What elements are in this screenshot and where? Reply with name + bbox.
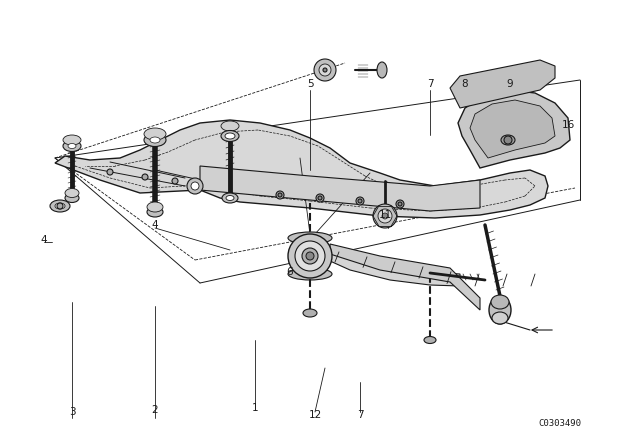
Circle shape: [276, 191, 284, 199]
Ellipse shape: [147, 207, 163, 217]
Text: 7: 7: [356, 410, 364, 420]
Ellipse shape: [144, 134, 166, 146]
Polygon shape: [450, 60, 555, 108]
Circle shape: [295, 241, 325, 271]
Ellipse shape: [226, 195, 234, 201]
Circle shape: [396, 200, 404, 208]
Text: 8: 8: [461, 79, 468, 89]
Circle shape: [191, 182, 199, 190]
Text: 16: 16: [561, 120, 575, 130]
Circle shape: [107, 169, 113, 175]
Ellipse shape: [65, 194, 79, 202]
Circle shape: [373, 204, 397, 228]
Ellipse shape: [424, 336, 436, 344]
Ellipse shape: [303, 309, 317, 317]
Circle shape: [278, 193, 282, 197]
Ellipse shape: [55, 203, 65, 209]
Polygon shape: [55, 120, 548, 218]
Circle shape: [319, 64, 331, 76]
Circle shape: [187, 178, 203, 194]
Circle shape: [172, 178, 178, 184]
Ellipse shape: [144, 128, 166, 140]
Text: 6: 6: [287, 267, 293, 277]
Polygon shape: [470, 100, 555, 158]
Text: 7: 7: [427, 79, 433, 89]
Text: 5: 5: [307, 79, 314, 89]
Ellipse shape: [68, 143, 76, 148]
Circle shape: [57, 203, 63, 209]
Circle shape: [504, 136, 512, 144]
Polygon shape: [330, 244, 480, 310]
Text: 2: 2: [152, 405, 158, 415]
Circle shape: [382, 213, 388, 219]
Circle shape: [318, 196, 322, 200]
Text: 4: 4: [41, 235, 47, 245]
Text: 3: 3: [68, 407, 76, 417]
Ellipse shape: [221, 130, 239, 142]
Ellipse shape: [65, 189, 79, 198]
Text: 9: 9: [507, 79, 513, 89]
Text: C0303490: C0303490: [538, 418, 582, 427]
Circle shape: [358, 199, 362, 203]
Text: 1: 1: [252, 403, 259, 413]
Ellipse shape: [150, 137, 160, 143]
Ellipse shape: [491, 295, 509, 309]
Ellipse shape: [288, 232, 332, 244]
Circle shape: [142, 174, 148, 180]
Circle shape: [316, 194, 324, 202]
Circle shape: [378, 209, 392, 223]
Text: 11: 11: [378, 210, 392, 220]
Ellipse shape: [63, 135, 81, 145]
Ellipse shape: [377, 62, 387, 78]
Ellipse shape: [147, 202, 163, 212]
Ellipse shape: [221, 121, 239, 131]
Ellipse shape: [489, 296, 511, 324]
Ellipse shape: [222, 193, 238, 203]
Text: 4: 4: [152, 220, 158, 230]
Circle shape: [356, 197, 364, 205]
Polygon shape: [200, 166, 480, 211]
Text: 12: 12: [308, 410, 322, 420]
Polygon shape: [330, 251, 460, 286]
Circle shape: [314, 59, 336, 81]
Circle shape: [398, 202, 402, 206]
Circle shape: [288, 234, 332, 278]
Polygon shape: [458, 90, 570, 168]
Circle shape: [306, 252, 314, 260]
Ellipse shape: [63, 141, 81, 151]
Ellipse shape: [225, 133, 235, 139]
Ellipse shape: [501, 135, 515, 145]
Circle shape: [323, 68, 327, 72]
Circle shape: [302, 248, 318, 264]
Ellipse shape: [50, 200, 70, 212]
Ellipse shape: [288, 268, 332, 280]
Ellipse shape: [492, 312, 508, 324]
